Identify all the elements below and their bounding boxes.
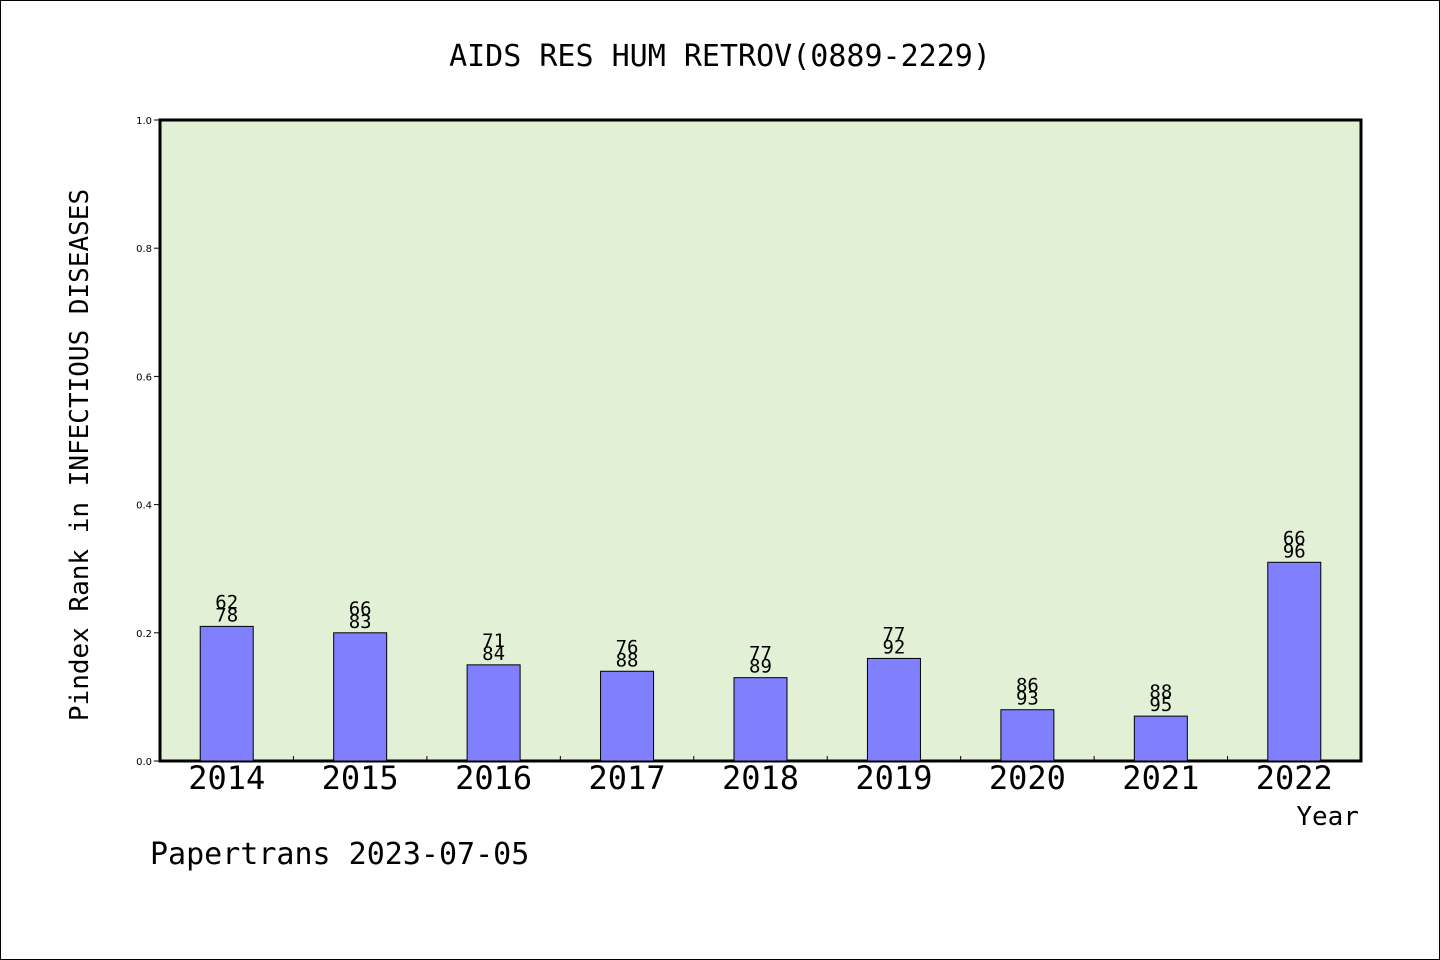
bar-2017 — [600, 670, 655, 762]
y-tick-label: 0.2 — [136, 629, 152, 640]
bar-rank-label: 71 — [482, 630, 505, 652]
bar-rank-label: 86 — [1016, 675, 1039, 697]
bar-2020 — [1000, 709, 1055, 762]
y-axis-label: Pindex Rank in INFECTIOUS DISEASES — [65, 189, 95, 721]
bar-rank-label: 76 — [616, 636, 639, 658]
x-tick-label: 2022 — [1256, 759, 1333, 797]
x-axis: 2014 2015 2016 2017 2018 2019 2020 2021 2022 — [188, 756, 1333, 797]
bar-2022 — [1267, 561, 1322, 762]
y-tick-label: 0.8 — [136, 244, 152, 255]
bar-2021 — [1133, 715, 1188, 762]
y-tick-label: 0.4 — [136, 501, 152, 512]
bar-total-label: 95 — [1149, 694, 1172, 716]
x-tick-label: 2016 — [455, 759, 532, 797]
bar-2019 — [866, 657, 921, 762]
x-tick-label: 2015 — [322, 759, 399, 797]
x-tick-label: 2021 — [1122, 759, 1199, 797]
x-tick-label: 2020 — [989, 759, 1066, 797]
x-tick-label: 2018 — [722, 759, 799, 797]
bar-total-label: 96 — [1283, 540, 1306, 562]
bar-2016 — [466, 664, 521, 762]
y-tick-label: 0.0 — [136, 757, 152, 768]
bar-total-label: 89 — [749, 656, 772, 678]
bar-rank-label: 88 — [1149, 681, 1172, 703]
bar-2015 — [333, 632, 388, 762]
bar-rank-label: 66 — [1283, 527, 1306, 549]
x-tick-label: 2017 — [589, 759, 666, 797]
bar-total-label: 88 — [616, 649, 639, 671]
bar-total-label: 78 — [215, 604, 238, 626]
bar-rank-label: 66 — [349, 598, 372, 620]
y-tick-label: 1.0 — [136, 116, 152, 127]
bar-2014 — [199, 625, 254, 762]
bar-2018 — [733, 677, 788, 762]
x-axis-label: Year — [1296, 802, 1359, 832]
bar-total-label: 92 — [882, 636, 905, 658]
footer-text: Papertrans 2023-07-05 — [150, 837, 529, 872]
x-tick-label: 2014 — [188, 759, 265, 797]
bar-rank-label: 77 — [749, 643, 772, 665]
bar-rank-label: 77 — [882, 623, 905, 645]
bar-total-label: 83 — [349, 611, 372, 633]
bar-total-label: 84 — [482, 643, 505, 665]
y-tick-label: 0.6 — [136, 372, 152, 383]
y-axis: 0.0 0.2 0.4 0.6 0.8 1.0 — [136, 116, 160, 768]
bar-rank-label: 62 — [215, 591, 238, 613]
chart-title: AIDS RES HUM RETROV(0889-2229) — [449, 39, 991, 74]
x-tick-label: 2019 — [855, 759, 932, 797]
bars — [199, 561, 1322, 762]
bar-total-label: 93 — [1016, 688, 1039, 710]
